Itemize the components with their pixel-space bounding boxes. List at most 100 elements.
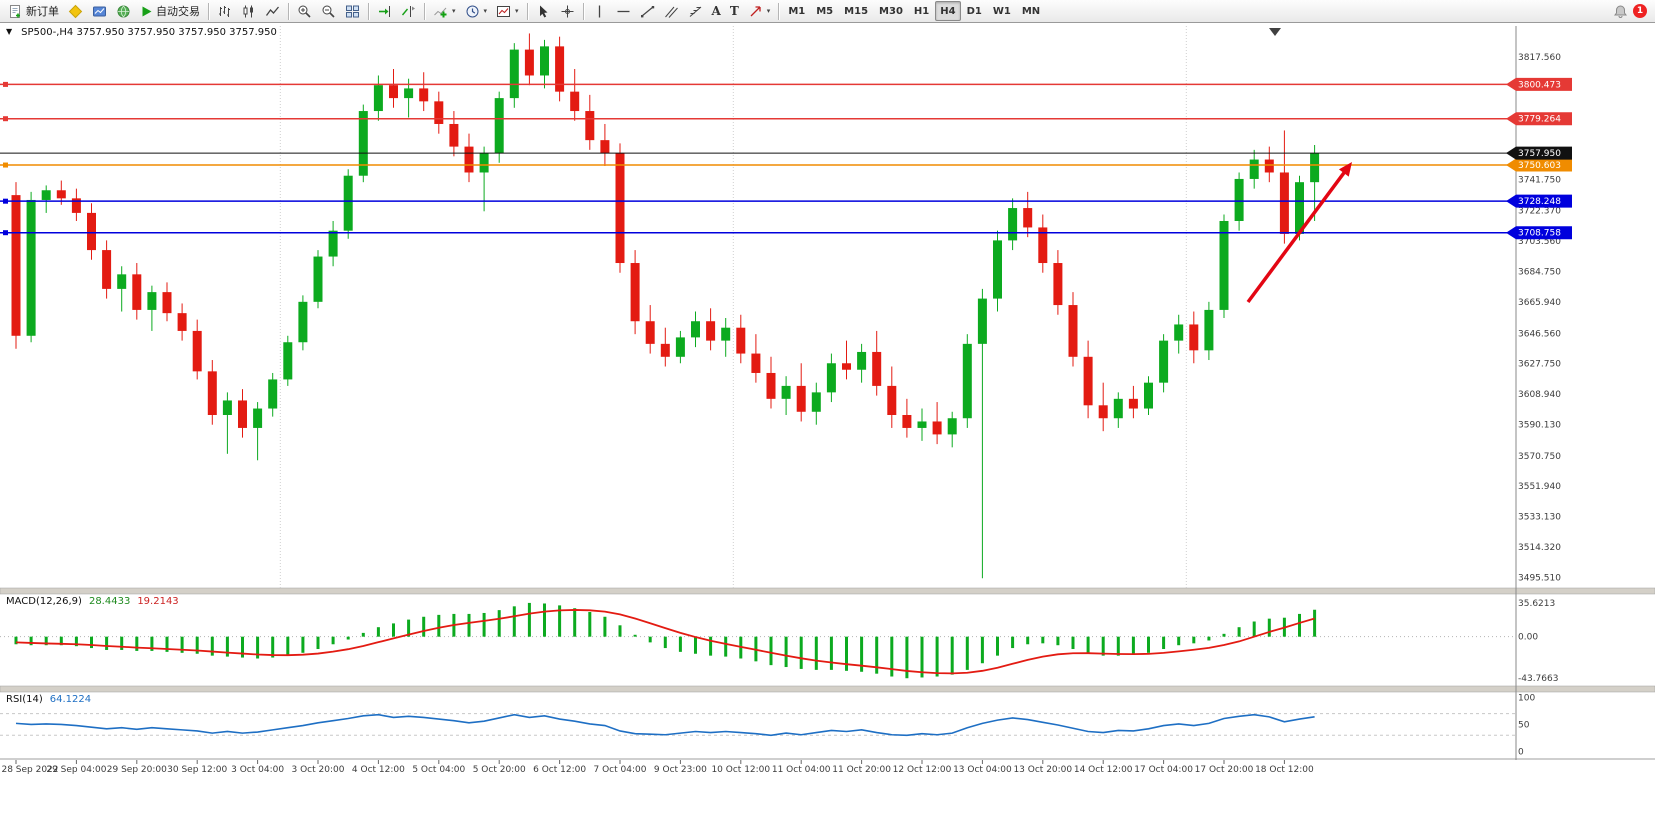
svg-text:3779.264: 3779.264 [1518, 115, 1561, 125]
diamond-icon [68, 4, 83, 19]
play-icon [140, 4, 153, 19]
text-t-icon: T [729, 4, 739, 18]
trendline-button[interactable] [636, 1, 659, 21]
profiles-button[interactable] [88, 1, 111, 21]
svg-text:12 Oct 12:00: 12 Oct 12:00 [893, 765, 952, 775]
chart-shift-icon [401, 4, 416, 19]
candlestick-icon [241, 4, 256, 19]
svg-text:17 Oct 20:00: 17 Oct 20:00 [1195, 765, 1254, 775]
new-order-button[interactable]: 新订单 [4, 1, 63, 21]
channel-icon [664, 4, 679, 19]
price-axis[interactable]: 3817.560 3741.750 3722.370 3703.560 3684.750… [1515, 26, 1561, 760]
crosshair-button[interactable] [556, 1, 579, 21]
auto-trading-button[interactable]: 自动交易 [136, 1, 204, 21]
svg-text:3722.370: 3722.370 [1518, 207, 1561, 217]
globe-icon [116, 4, 131, 19]
text-button[interactable]: A [708, 1, 725, 21]
community-button[interactable] [64, 1, 87, 21]
timeframe-d1-button[interactable]: D1 [962, 1, 987, 21]
toolbar-separator [778, 2, 780, 20]
timeframe-m5-button[interactable]: M5 [811, 1, 838, 21]
svg-text:100: 100 [1518, 693, 1535, 703]
svg-text:3 Oct 04:00: 3 Oct 04:00 [231, 765, 284, 775]
svg-text:14 Oct 12:00: 14 Oct 12:00 [1074, 765, 1133, 775]
cursor-icon [536, 4, 551, 19]
text-a-icon: A [711, 4, 721, 18]
svg-text:29 Sep 20:00: 29 Sep 20:00 [107, 765, 167, 775]
svg-text:3495.510: 3495.510 [1518, 573, 1561, 583]
trend-arrow [1246, 162, 1352, 304]
timeframe-h1-button[interactable]: H1 [909, 1, 934, 21]
bar-chart-button[interactable] [213, 1, 236, 21]
toolbar-separator [526, 2, 528, 20]
svg-text:0.00: 0.00 [1518, 633, 1538, 643]
svg-text:11 Oct 20:00: 11 Oct 20:00 [832, 765, 891, 775]
candles-layer [11, 33, 1320, 579]
vertical-line-button[interactable] [588, 1, 611, 21]
toolbar-separator [368, 2, 369, 20]
svg-text:30 Sep 12:00: 30 Sep 12:00 [167, 765, 227, 775]
svg-text:6 Oct 12:00: 6 Oct 12:00 [533, 765, 586, 775]
svg-text:0: 0 [1518, 748, 1524, 758]
timeframe-w1-button[interactable]: W1 [988, 1, 1016, 21]
timeframe-mn-button[interactable]: MN [1017, 1, 1045, 21]
channel-button[interactable] [660, 1, 683, 21]
text-label-button[interactable]: T [726, 1, 743, 21]
rsi-pane: 100 50 0 [0, 693, 1535, 758]
indicators-button[interactable]: ▾ [429, 1, 460, 21]
templates-button[interactable]: ▾ [492, 1, 523, 21]
svg-text:29 Sep 04:00: 29 Sep 04:00 [46, 765, 106, 775]
panel-separators [0, 587, 1655, 760]
fibonacci-icon [688, 4, 703, 19]
timeframe-m1-button[interactable]: M1 [783, 1, 810, 21]
svg-text:3750.603: 3750.603 [1518, 161, 1561, 171]
candlestick-button[interactable] [237, 1, 260, 21]
svg-text:3590.130: 3590.130 [1518, 420, 1561, 430]
line-chart-icon [265, 4, 280, 19]
svg-text:13 Oct 20:00: 13 Oct 20:00 [1013, 765, 1072, 775]
fibonacci-button[interactable] [684, 1, 707, 21]
arrows-button[interactable]: ▾ [744, 1, 775, 21]
svg-text:10 Oct 12:00: 10 Oct 12:00 [711, 765, 770, 775]
svg-text:3514.320: 3514.320 [1518, 543, 1561, 553]
indicators-icon [433, 4, 448, 19]
timeframe-h4-button[interactable]: H4 [935, 1, 961, 21]
template-icon [496, 4, 511, 19]
shift-marker [1269, 28, 1281, 36]
bell-icon [1613, 4, 1628, 19]
tile-windows-button[interactable] [341, 1, 364, 21]
zoom-in-button[interactable] [293, 1, 316, 21]
new-order-label: 新订单 [26, 5, 59, 18]
market-button[interactable] [112, 1, 135, 21]
horizontal-line-icon [616, 4, 631, 19]
svg-text:9 Oct 23:00: 9 Oct 23:00 [654, 765, 707, 775]
chevron-down-icon: ▾ [766, 7, 771, 15]
timeframe-m30-button[interactable]: M30 [874, 1, 908, 21]
vertical-line-icon [592, 4, 607, 19]
zoom-out-button[interactable] [317, 1, 340, 21]
auto-scroll-button[interactable] [373, 1, 396, 21]
svg-text:7 Oct 04:00: 7 Oct 04:00 [594, 765, 647, 775]
svg-text:3708.758: 3708.758 [1518, 229, 1561, 239]
chevron-down-icon: ▾ [452, 7, 456, 15]
svg-text:28 Sep 2022: 28 Sep 2022 [1, 765, 58, 775]
chart-shift-button[interactable] [397, 1, 420, 21]
svg-text:5 Oct 20:00: 5 Oct 20:00 [473, 765, 526, 775]
tile-windows-icon [345, 4, 360, 19]
timeframe-m15-button[interactable]: M15 [839, 1, 873, 21]
notifications-button[interactable]: 1 [1609, 1, 1651, 21]
periods-button[interactable]: ▾ [461, 1, 492, 21]
price-badges: 3800.473 3779.264 3750.603 3728.248 3708.758… [1506, 77, 1572, 240]
toolbar-separator [582, 2, 584, 20]
svg-text:5 Oct 04:00: 5 Oct 04:00 [412, 765, 465, 775]
line-chart-button[interactable] [261, 1, 284, 21]
cursor-button[interactable] [532, 1, 555, 21]
chevron-down-icon: ▾ [483, 7, 488, 15]
crosshair-icon [560, 4, 575, 19]
auto-scroll-icon [377, 4, 392, 19]
svg-text:3570.750: 3570.750 [1518, 452, 1561, 462]
svg-text:35.6213: 35.6213 [1518, 599, 1555, 609]
horizontal-line-button[interactable] [612, 1, 635, 21]
